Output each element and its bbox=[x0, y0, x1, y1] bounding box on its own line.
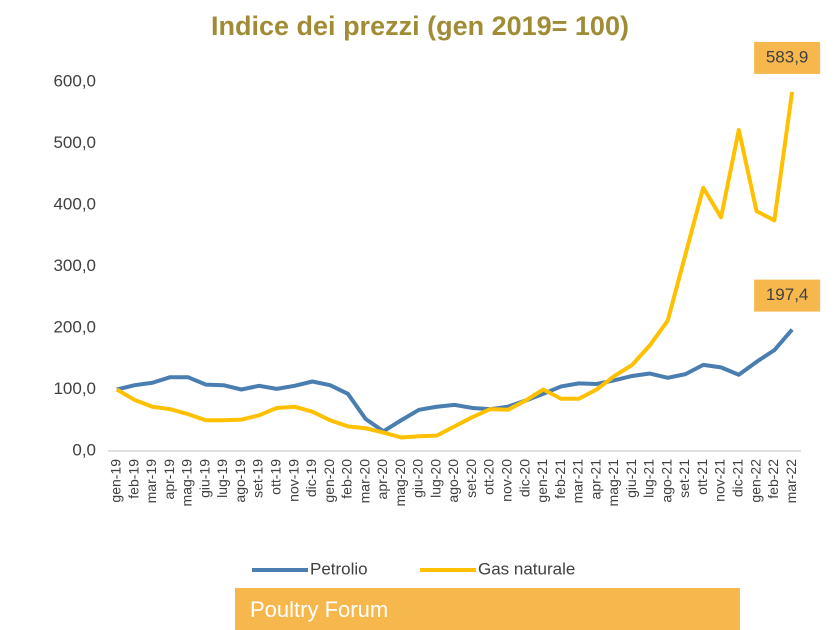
legend-label: Petrolio bbox=[310, 559, 368, 578]
chart-title: Indice dei prezzi (gen 2019= 100) bbox=[211, 11, 629, 41]
x-tick-label: gen-22 bbox=[747, 459, 763, 503]
legend-label: Gas naturale bbox=[478, 559, 575, 578]
y-tick-label: 500,0 bbox=[53, 133, 96, 152]
y-tick-label: 200,0 bbox=[53, 317, 96, 336]
x-tick-label: nov-21 bbox=[712, 459, 728, 502]
y-tick-label: 400,0 bbox=[53, 194, 96, 213]
x-tick-label: apr-20 bbox=[374, 459, 390, 500]
x-tick-label: nov-20 bbox=[499, 459, 515, 502]
x-tick-label: mar-19 bbox=[143, 459, 159, 504]
x-tick-label: lug-19 bbox=[214, 459, 230, 498]
x-tick-label: gen-20 bbox=[321, 459, 337, 503]
y-tick-label: 300,0 bbox=[53, 256, 96, 275]
x-tick-label: mag-21 bbox=[605, 459, 621, 507]
y-tick-label: 100,0 bbox=[53, 379, 96, 398]
x-tick-label: giu-19 bbox=[196, 459, 212, 498]
x-tick-label: ago-21 bbox=[658, 459, 674, 503]
x-tick-label: lug-20 bbox=[427, 459, 443, 498]
x-tick-label: feb-20 bbox=[339, 459, 355, 499]
x-tick-label: dic-19 bbox=[303, 459, 319, 497]
x-tick-label: mar-22 bbox=[783, 459, 799, 504]
series-line bbox=[116, 328, 794, 434]
x-tick-label: apr-19 bbox=[161, 459, 177, 500]
x-tick-label: feb-21 bbox=[552, 459, 568, 499]
x-tick-label: giu-21 bbox=[623, 459, 639, 498]
x-tick-label: set-19 bbox=[250, 459, 266, 498]
x-tick-label: mag-19 bbox=[179, 459, 195, 507]
x-tick-label: set-20 bbox=[463, 459, 479, 498]
x-tick-label: gen-19 bbox=[108, 459, 124, 503]
x-tick-label: feb-19 bbox=[125, 459, 141, 499]
y-tick-label: 600,0 bbox=[53, 71, 96, 90]
x-tick-label: ott-21 bbox=[694, 459, 710, 495]
x-tick-label: giu-20 bbox=[410, 459, 426, 498]
x-tick-label: gen-21 bbox=[534, 459, 550, 503]
x-tick-label: mag-20 bbox=[392, 459, 408, 507]
x-tick-label: ago-19 bbox=[232, 459, 248, 503]
data-label: 197,4 bbox=[766, 285, 809, 304]
footer-text: Poultry Forum bbox=[250, 597, 388, 622]
x-tick-label: feb-22 bbox=[765, 459, 781, 499]
x-tick-label: mar-20 bbox=[356, 459, 372, 504]
y-tick-label: 0,0 bbox=[72, 440, 96, 459]
x-tick-label: ott-19 bbox=[268, 459, 284, 495]
footer-box bbox=[235, 588, 740, 630]
x-tick-label: apr-21 bbox=[587, 459, 603, 500]
data-label-box bbox=[754, 41, 821, 74]
x-tick-label: dic-20 bbox=[516, 459, 532, 497]
x-tick-label: nov-19 bbox=[285, 459, 301, 502]
data-label-box bbox=[754, 279, 821, 312]
x-tick-label: dic-21 bbox=[730, 459, 746, 497]
x-tick-label: ott-20 bbox=[481, 459, 497, 495]
x-tick-label: ago-20 bbox=[445, 459, 461, 503]
data-label: 583,9 bbox=[766, 47, 809, 66]
series-line bbox=[115, 91, 795, 440]
x-tick-label: mar-21 bbox=[570, 459, 586, 504]
x-tick-label: lug-21 bbox=[641, 459, 657, 498]
x-tick-label: set-21 bbox=[676, 459, 692, 498]
